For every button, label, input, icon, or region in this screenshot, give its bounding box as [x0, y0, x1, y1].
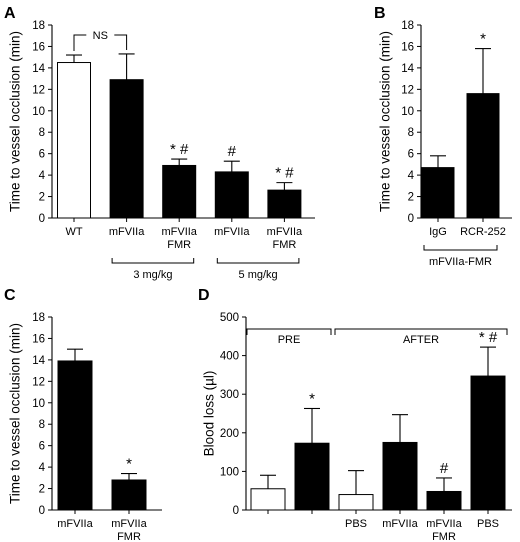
panel-a-y-tick-label: 2	[39, 192, 45, 204]
panel-a-bar	[109, 79, 144, 219]
panel-d-bar	[294, 442, 330, 511]
panel-b-significance-mark: *	[480, 31, 486, 48]
panel-b-bar	[421, 167, 455, 219]
panel-d-x-tick-label: PBS	[345, 518, 367, 530]
panel-d-bar	[338, 494, 374, 511]
panel-a-x-tick-label: FMR	[272, 239, 296, 251]
panel-d-y-tick-label: 500	[220, 312, 239, 324]
panel-b-y-tick-label: 8	[408, 127, 414, 139]
panel-b-bar	[466, 93, 500, 219]
panel-a-bar	[162, 164, 197, 219]
panel-b-y-tick-label: 14	[401, 63, 414, 75]
panel-a-x-tick-label: mFVIIa	[214, 226, 250, 238]
panel-d-top-bracket	[246, 328, 332, 335]
panel-b-y-tick-label: 12	[401, 84, 414, 96]
panel-b-group-label: mFVIIa-FMR	[429, 256, 492, 268]
panel-c-y-tick-label: 2	[39, 484, 45, 496]
panel-c-y-axis-label: Time to vessel occlusion (min)	[8, 323, 23, 504]
panel-d-top-bracket	[334, 328, 508, 335]
panel-b-letter: B	[374, 5, 386, 22]
panel-c-y-tick-label: 8	[39, 419, 45, 431]
panel-a-letter: A	[4, 5, 16, 22]
panel-a-significance-mark: * #	[275, 165, 294, 182]
panel-a-y-tick-label: 6	[39, 149, 45, 161]
panel-d-y-tick-label: 200	[220, 428, 239, 440]
panel-d-y-tick-label: 300	[220, 389, 239, 401]
panel-a-y-tick-label: 16	[32, 41, 45, 53]
panel-a-y-tick-label: 14	[32, 63, 45, 75]
panel-a-comparison-label: NS	[93, 30, 108, 42]
panel-b-y-tick-label: 0	[408, 213, 414, 225]
panel-d-x-tick-label: PBS	[477, 518, 499, 530]
panel-d-significance-mark: #	[440, 460, 449, 477]
panel-a-x-tick-label: FMR	[167, 239, 191, 251]
panel-b-x-tick-label: RCR-252	[460, 226, 506, 238]
panel-a-y-tick-label: 10	[32, 106, 45, 118]
panel-b-y-tick-label: 10	[401, 106, 414, 118]
panel-c-y-tick-label: 16	[32, 333, 45, 345]
panel-c-y-tick-label: 4	[39, 462, 46, 474]
panel-d-letter: D	[198, 287, 210, 304]
panel-d-y-tick-label: 400	[220, 351, 239, 363]
panel-a-x-tick-label: mFVIIa	[267, 226, 303, 238]
panel-a-x-tick-label: mFVIIa	[109, 226, 145, 238]
panel-c-x-tick-label: mFVIIa	[57, 518, 93, 530]
panel-a-group-label: 3 mg/kg	[133, 269, 172, 281]
panel-b-y-tick-label: 4	[408, 170, 415, 182]
panel-c-y-tick-label: 6	[39, 441, 45, 453]
panel-d-y-tick-label: 100	[220, 466, 239, 478]
panel-d-y-axis-label: Blood loss (µl)	[202, 371, 217, 457]
panel-a-group-bracket	[216, 258, 300, 264]
panel-c-bar	[111, 479, 147, 511]
panel-a-y-tick-label: 4	[39, 170, 46, 182]
panel-d-top-group-label: PRE	[278, 334, 301, 346]
panel-a-y-tick-label: 12	[32, 84, 45, 96]
panel-a-y-tick-label: 0	[39, 213, 45, 225]
panel-d-bar	[250, 488, 286, 511]
panel-d-x-tick-label: mFVIIa	[426, 518, 462, 530]
panel-d-y-tick-label: 0	[233, 505, 239, 517]
panel-b-y-tick-label: 18	[401, 20, 414, 32]
panel-c-y-tick-label: 10	[32, 398, 45, 410]
panel-d-significance-mark: * #	[479, 329, 498, 346]
panel-c-significance-mark: *	[126, 456, 132, 473]
panel-a-significance-mark: #	[228, 143, 237, 160]
panel-a-x-tick-label: mFVIIa	[161, 226, 197, 238]
panel-b-y-tick-label: 2	[408, 192, 414, 204]
panel-a-y-axis-label: Time to vessel occlusion (min)	[8, 31, 23, 212]
panel-c-y-tick-label: 14	[32, 355, 45, 367]
panel-b-y-axis-label: Time to vessel occlusion (min)	[378, 31, 393, 212]
panel-a-bar	[214, 171, 249, 219]
panel-d-bar	[470, 375, 506, 511]
panel-c-letter: C	[4, 287, 16, 304]
panel-b-y-tick-label: 6	[408, 149, 414, 161]
panel-a-y-tick-label: 18	[32, 20, 45, 32]
panel-c-y-tick-label: 0	[39, 505, 45, 517]
panel-d-top-group-label: AFTER	[403, 334, 439, 346]
panel-d-x-tick-label: mFVIIa	[382, 518, 418, 530]
panel-b-x-tick-label: IgG	[429, 226, 447, 238]
panel-a-group-bracket	[111, 258, 195, 264]
panel-a-bar	[267, 189, 302, 219]
panel-d-bar	[426, 490, 462, 511]
panel-a-y-tick-label: 8	[39, 127, 45, 139]
panel-a-comparison-label-bg	[86, 26, 115, 42]
panel-a-significance-mark: * #	[170, 141, 189, 158]
panel-c-x-tick-label: FMR	[117, 531, 141, 542]
panel-c-y-tick-label: 12	[32, 376, 45, 388]
panel-b-group-bracket	[423, 245, 498, 251]
panel-b-y-tick-label: 16	[401, 41, 414, 53]
panel-d-significance-mark: *	[309, 390, 315, 407]
panel-a-x-tick-label: WT	[65, 226, 82, 238]
panel-a-bar	[57, 62, 91, 219]
panel-d-x-tick-label: FMR	[432, 531, 456, 542]
panel-d-bar	[382, 441, 418, 511]
panel-c-x-tick-label: mFVIIa	[111, 518, 147, 530]
panel-a-group-label: 5 mg/kg	[239, 269, 278, 281]
panel-c-bar	[57, 360, 93, 511]
panel-c-y-tick-label: 18	[32, 312, 45, 324]
